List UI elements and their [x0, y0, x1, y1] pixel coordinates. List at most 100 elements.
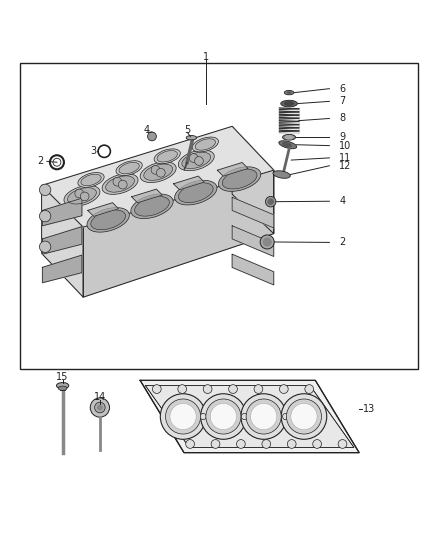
Text: 13: 13 [363, 404, 375, 414]
Ellipse shape [64, 185, 100, 206]
Circle shape [262, 440, 271, 448]
Circle shape [156, 168, 165, 177]
Circle shape [265, 197, 276, 207]
Circle shape [263, 238, 271, 246]
Circle shape [98, 405, 102, 410]
Circle shape [305, 385, 314, 393]
Circle shape [39, 241, 51, 253]
Circle shape [338, 440, 347, 448]
Polygon shape [232, 226, 274, 256]
Circle shape [210, 403, 237, 430]
Ellipse shape [91, 210, 126, 230]
Ellipse shape [116, 160, 142, 175]
Ellipse shape [67, 188, 96, 204]
Ellipse shape [178, 183, 213, 203]
Polygon shape [42, 126, 274, 227]
Circle shape [287, 440, 296, 448]
Circle shape [75, 189, 84, 198]
Text: 8: 8 [339, 114, 346, 124]
Polygon shape [232, 254, 274, 285]
Circle shape [268, 199, 273, 204]
Text: 15: 15 [57, 372, 69, 382]
Ellipse shape [106, 176, 134, 192]
Ellipse shape [175, 180, 217, 205]
Polygon shape [42, 227, 82, 254]
Ellipse shape [102, 174, 138, 195]
Polygon shape [83, 170, 274, 297]
Ellipse shape [140, 162, 176, 182]
Ellipse shape [154, 149, 180, 164]
Ellipse shape [87, 207, 129, 232]
Circle shape [260, 235, 274, 249]
Circle shape [178, 385, 187, 393]
Circle shape [279, 385, 288, 393]
Ellipse shape [286, 136, 293, 139]
Circle shape [186, 440, 194, 448]
Circle shape [39, 211, 51, 222]
Bar [20, 63, 418, 369]
Circle shape [283, 414, 289, 419]
Polygon shape [140, 381, 359, 453]
Ellipse shape [58, 386, 67, 391]
Circle shape [194, 157, 203, 165]
Polygon shape [217, 163, 248, 176]
Ellipse shape [283, 143, 291, 147]
Ellipse shape [144, 164, 173, 180]
Ellipse shape [131, 194, 173, 219]
Circle shape [152, 385, 161, 393]
Circle shape [251, 403, 277, 430]
Ellipse shape [178, 150, 214, 171]
Text: 4: 4 [144, 125, 150, 135]
Circle shape [206, 399, 241, 434]
Text: 12: 12 [339, 161, 352, 171]
Polygon shape [42, 255, 82, 282]
Circle shape [95, 402, 105, 413]
Ellipse shape [157, 151, 177, 162]
Circle shape [201, 394, 246, 439]
Text: 1: 1 [203, 52, 209, 62]
Ellipse shape [286, 91, 292, 94]
Text: 11: 11 [339, 153, 352, 163]
Text: 4: 4 [339, 196, 346, 206]
Circle shape [246, 399, 281, 434]
Ellipse shape [81, 174, 101, 185]
Text: 2: 2 [38, 156, 44, 166]
Ellipse shape [182, 152, 211, 168]
Ellipse shape [195, 139, 215, 150]
Ellipse shape [283, 134, 296, 140]
Ellipse shape [285, 102, 293, 106]
Circle shape [80, 192, 89, 201]
Polygon shape [232, 197, 274, 228]
Circle shape [203, 385, 212, 393]
Ellipse shape [119, 163, 139, 174]
Ellipse shape [281, 100, 297, 107]
Polygon shape [131, 189, 162, 203]
Text: 10: 10 [339, 141, 352, 151]
Circle shape [241, 394, 286, 439]
FancyBboxPatch shape [279, 108, 299, 133]
Ellipse shape [186, 135, 197, 140]
Ellipse shape [219, 167, 261, 191]
Polygon shape [88, 203, 119, 216]
Circle shape [90, 398, 110, 417]
Ellipse shape [134, 196, 170, 216]
Circle shape [254, 385, 263, 393]
Ellipse shape [78, 173, 104, 188]
Polygon shape [42, 185, 83, 297]
Circle shape [229, 385, 237, 393]
Circle shape [189, 154, 198, 163]
Text: 9: 9 [339, 132, 346, 142]
Circle shape [118, 180, 127, 189]
Polygon shape [145, 386, 354, 447]
Circle shape [211, 440, 220, 448]
Circle shape [286, 399, 321, 434]
Text: 5: 5 [184, 125, 191, 135]
Text: 2: 2 [339, 237, 346, 247]
Circle shape [291, 403, 317, 430]
Circle shape [160, 394, 206, 439]
Text: 6: 6 [339, 84, 346, 94]
Circle shape [148, 132, 156, 141]
Ellipse shape [57, 383, 69, 389]
Circle shape [241, 414, 247, 419]
Polygon shape [232, 126, 274, 233]
